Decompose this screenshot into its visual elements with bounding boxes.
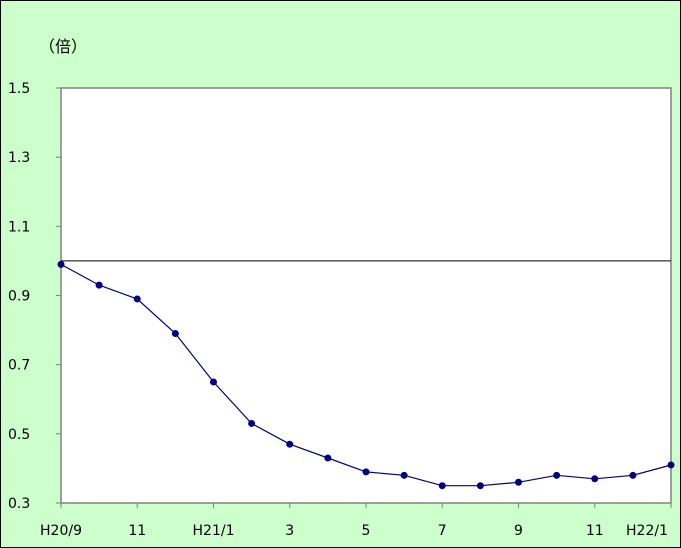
data-point bbox=[515, 478, 522, 486]
x-tick-label: 7 bbox=[438, 523, 447, 539]
data-point bbox=[629, 471, 637, 479]
y-axis-ticks: 0.3 0.5 0.7 0.9 1.1 1.3 1.5 bbox=[8, 81, 61, 512]
data-point bbox=[553, 471, 561, 479]
y-tick-label: 1.5 bbox=[8, 81, 30, 97]
data-point bbox=[400, 471, 408, 479]
data-point bbox=[133, 295, 141, 303]
data-point bbox=[591, 475, 599, 483]
data-point bbox=[667, 461, 675, 469]
data-point bbox=[171, 330, 179, 338]
y-tick-label: 0.3 bbox=[8, 496, 30, 512]
y-unit-label: （倍） bbox=[39, 37, 87, 56]
data-points bbox=[57, 260, 675, 490]
x-tick-label: 11 bbox=[128, 523, 146, 539]
data-point bbox=[324, 454, 332, 462]
y-tick-label: 1.3 bbox=[8, 150, 30, 166]
x-tick-label: 11 bbox=[586, 523, 604, 539]
y-tick-label: 0.7 bbox=[8, 358, 30, 374]
data-point bbox=[362, 468, 370, 476]
data-point bbox=[57, 260, 65, 268]
data-point bbox=[95, 281, 103, 289]
y-tick-label: 0.5 bbox=[8, 427, 30, 443]
x-tick-label: H21/1 bbox=[193, 523, 235, 539]
data-point bbox=[248, 419, 256, 427]
data-point bbox=[286, 440, 294, 448]
x-tick-label: 3 bbox=[285, 523, 294, 539]
x-tick-label: 9 bbox=[514, 523, 523, 539]
x-tick-label: H20/9 bbox=[40, 523, 82, 539]
x-axis-ticks: H20/9 11 H21/1 3 5 7 9 11 H22/1 bbox=[40, 503, 672, 539]
y-tick-label: 1.1 bbox=[8, 219, 30, 235]
plot-area bbox=[60, 87, 672, 504]
data-point bbox=[476, 482, 484, 490]
x-tick-label: H22/1 bbox=[626, 523, 668, 539]
y-tick-label: 0.9 bbox=[8, 289, 30, 305]
x-tick-label: 5 bbox=[362, 523, 371, 539]
data-point bbox=[210, 378, 217, 386]
data-point bbox=[438, 482, 446, 490]
